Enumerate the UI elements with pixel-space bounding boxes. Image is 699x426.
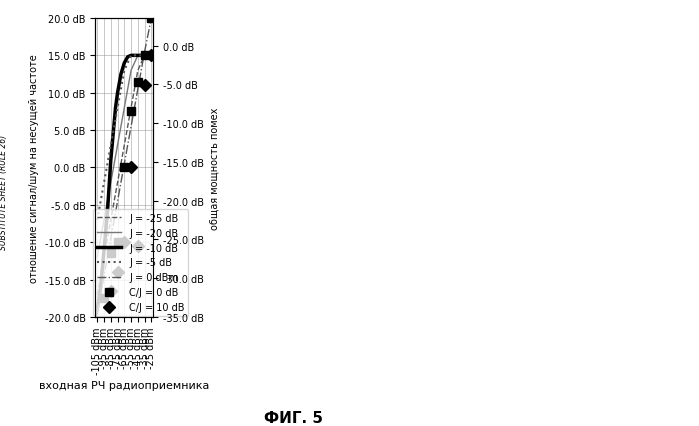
Legend: J = -25 dB, J = -20 dB, J = -10 dB, J = -5 dB, J = 0 dBm, C/J = 0 dB, C/J = 10 d: J = -25 dB, J = -20 dB, J = -10 dB, J = … bbox=[93, 210, 189, 316]
X-axis label: входная РЧ радиоприемника: входная РЧ радиоприемника bbox=[39, 380, 210, 390]
Text: SUBSTITUTE SHEET (RULE 26): SUBSTITUTE SHEET (RULE 26) bbox=[0, 134, 8, 249]
Text: ФИГ. 5: ФИГ. 5 bbox=[264, 410, 323, 425]
Y-axis label: отношение сигнал/шум на несущей частоте: отношение сигнал/шум на несущей частоте bbox=[29, 54, 39, 282]
Y-axis label: общая мощность помех: общая мощность помех bbox=[210, 107, 219, 229]
